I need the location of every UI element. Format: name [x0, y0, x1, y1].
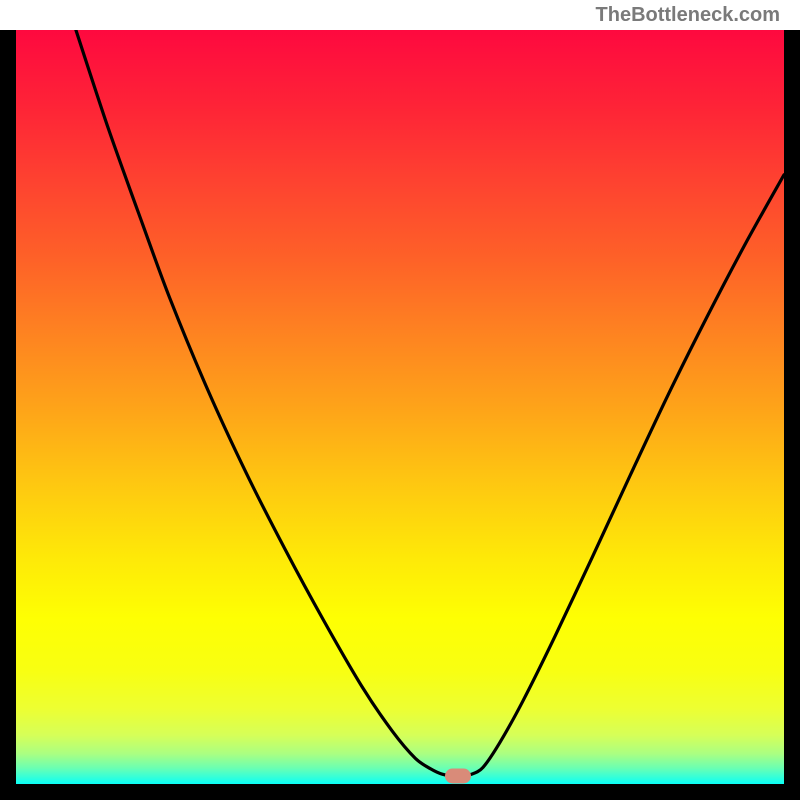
bottleneck-curve [16, 30, 784, 784]
axis-border-right [784, 30, 800, 784]
optimal-marker [445, 769, 471, 784]
watermark-text: TheBottleneck.com [596, 4, 780, 27]
axis-border-bottom [0, 784, 800, 800]
axis-border-left [0, 30, 16, 784]
plot-area [16, 30, 784, 784]
